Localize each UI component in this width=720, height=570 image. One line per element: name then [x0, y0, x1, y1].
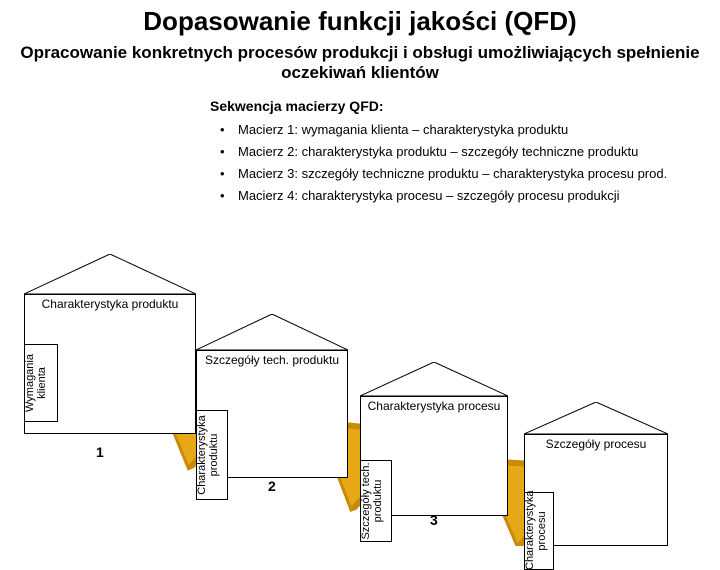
house-roof-icon	[360, 362, 508, 396]
sequence-heading: Sekwencja macierzy QFD:	[210, 98, 720, 114]
house-side-label: Wymagania klienta	[24, 344, 58, 422]
house-top-label: Szczegóły procesu	[528, 438, 664, 451]
house-top-label: Charakterystyka produktu	[28, 298, 192, 311]
qfd-house-4: Szczegóły procesuCharakterystyka procesu	[524, 402, 668, 546]
list-item: Macierz 2: charakterystyka produktu – sz…	[220, 144, 720, 159]
house-side-label: Charakterystyka produktu	[196, 410, 228, 500]
house-side-label: Szczegóły tech. produktu	[360, 460, 392, 542]
qfd-diagram: Charakterystyka produktu Wymagania klient…	[0, 254, 720, 546]
house-roof-icon	[196, 314, 348, 350]
list-item: Macierz 1: wymagania klienta – charakter…	[220, 122, 720, 137]
house-number: 1	[96, 444, 104, 460]
page-title: Dopasowanie funkcji jakości (QFD)	[0, 6, 720, 37]
house-top-label: Charakterystyka procesu	[364, 400, 504, 413]
qfd-house-1: Charakterystyka produktu Wymagania klient…	[24, 254, 196, 434]
page-subtitle: Opracowanie konkretnych procesów produkc…	[0, 43, 720, 84]
house-roof-icon	[24, 254, 196, 294]
house-roof-icon	[524, 402, 668, 434]
house-number: 3	[430, 512, 438, 528]
list-item: Macierz 4: charakterystyka procesu – szc…	[220, 188, 720, 203]
house-top-label: Szczegóły tech. produktu	[200, 354, 344, 367]
qfd-house-3: Charakterystyka procesuSzczegóły tech. p…	[360, 362, 508, 516]
list-item: Macierz 3: szczegóły techniczne produktu…	[220, 166, 720, 181]
bullet-list: Macierz 1: wymagania klienta – charakter…	[220, 122, 720, 203]
qfd-house-2: Szczegóły tech. produktuCharakterystyka …	[196, 314, 348, 478]
house-number: 2	[268, 478, 276, 494]
house-side-label: Charakterystyka procesu	[524, 492, 554, 570]
